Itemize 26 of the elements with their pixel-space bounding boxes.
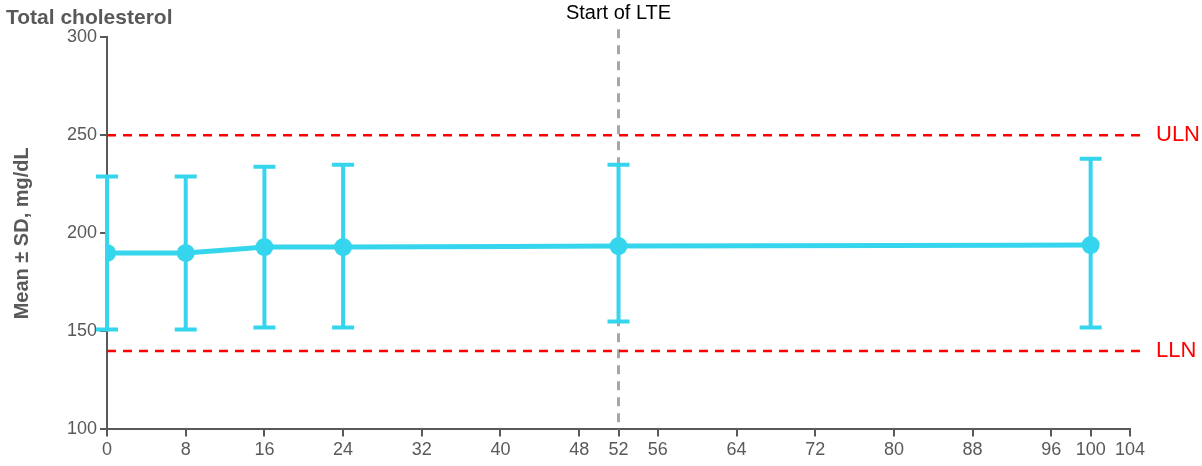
x-tick-label: 48	[569, 439, 590, 460]
y-tick-label: 300	[66, 26, 98, 47]
y-tick-label: 100	[66, 418, 98, 439]
x-tick-label: 24	[333, 439, 354, 460]
x-tick-label: 16	[254, 439, 275, 460]
chart-title: Total cholesterol	[6, 5, 173, 29]
x-tick-label: 96	[1041, 439, 1062, 460]
x-tick-label: 64	[726, 439, 747, 460]
ref-line-label: Start of LTE	[565, 0, 672, 23]
x-tick-label: 52	[608, 439, 629, 460]
ref-line-label: LLN	[1156, 337, 1197, 363]
x-tick-label: 80	[883, 439, 904, 460]
x-tick-label: 104	[1114, 439, 1146, 460]
x-tick-label: 0	[102, 439, 113, 460]
y-tick-label: 150	[66, 320, 98, 341]
x-tick-label: 88	[962, 439, 983, 460]
ref-line-label: ULN	[1156, 121, 1201, 147]
x-tick-label: 72	[805, 439, 826, 460]
x-tick-label: 32	[411, 439, 432, 460]
x-tick-label: 40	[490, 439, 511, 460]
x-tick-label: 56	[647, 439, 668, 460]
y-axis-title: Mean ± SD, mg/dL	[9, 147, 32, 320]
y-tick-label: 250	[66, 124, 98, 145]
x-tick-label: 100	[1075, 439, 1106, 460]
y-tick-label: 200	[66, 222, 98, 243]
x-tick-label: 8	[180, 439, 191, 460]
